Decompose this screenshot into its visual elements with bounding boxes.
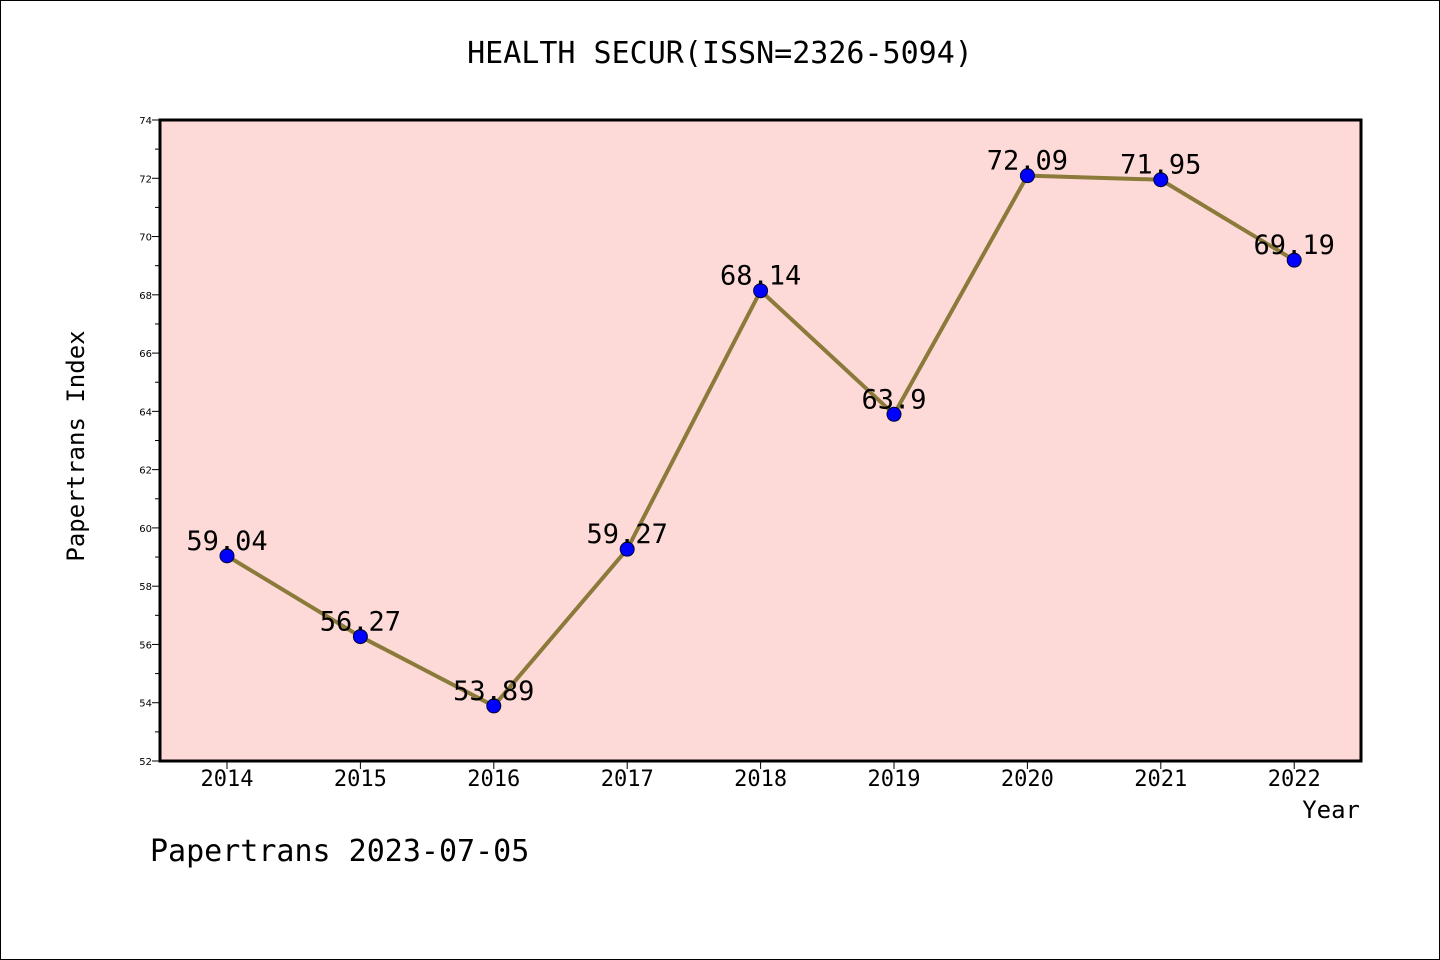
x-tick-label: 2021 (1134, 767, 1187, 792)
x-axis-label: Year (1302, 796, 1360, 824)
x-tick-label: 2018 (734, 767, 787, 792)
data-point (486, 698, 502, 714)
y-tick-label: 60 (139, 524, 152, 535)
x-tick-label: 2022 (1268, 767, 1321, 792)
y-tick-label: 52 (139, 757, 152, 768)
data-label: 68.14 (720, 261, 801, 292)
y-tick-label: 56 (139, 640, 152, 651)
data-label: 59.04 (186, 526, 267, 557)
x-tick-label: 2016 (467, 767, 520, 792)
data-point (1019, 168, 1035, 184)
data-label: 72.09 (987, 146, 1068, 177)
y-tick-label: 74 (139, 116, 152, 127)
data-label: 63.9 (861, 384, 926, 415)
y-tick-label: 66 (139, 349, 152, 360)
y-tick-label: 64 (139, 407, 152, 418)
y-tick-label: 54 (139, 699, 152, 710)
x-tick-label: 2017 (601, 767, 654, 792)
y-tick-label: 58 (139, 582, 152, 593)
data-label: 53.89 (453, 676, 534, 707)
data-point (219, 548, 235, 564)
x-tick-label: 2020 (1001, 767, 1054, 792)
data-point (352, 629, 368, 645)
x-tick-label: 2014 (201, 767, 254, 792)
y-axis-label: Papertrans Index (62, 330, 90, 562)
data-point (753, 283, 769, 299)
x-tick-label: 2015 (334, 767, 387, 792)
x-tick-label: 2019 (868, 767, 921, 792)
data-label: 71.95 (1120, 150, 1201, 181)
data-point (1153, 172, 1169, 188)
y-tick-label: 70 (139, 233, 152, 244)
y-tick-label: 72 (139, 174, 152, 185)
data-point (619, 541, 635, 557)
footer-text: Papertrans 2023-07-05 (150, 834, 530, 869)
data-point (1286, 252, 1302, 268)
chart-title: HEALTH SECUR(ISSN=2326-5094) (467, 36, 973, 71)
data-label: 59.27 (587, 519, 668, 550)
plot-area (160, 120, 1361, 761)
y-tick-label: 68 (139, 291, 152, 302)
data-label: 69.19 (1254, 230, 1335, 261)
data-label: 56.27 (320, 607, 401, 638)
data-point (886, 406, 902, 422)
y-tick-label: 62 (139, 466, 152, 477)
